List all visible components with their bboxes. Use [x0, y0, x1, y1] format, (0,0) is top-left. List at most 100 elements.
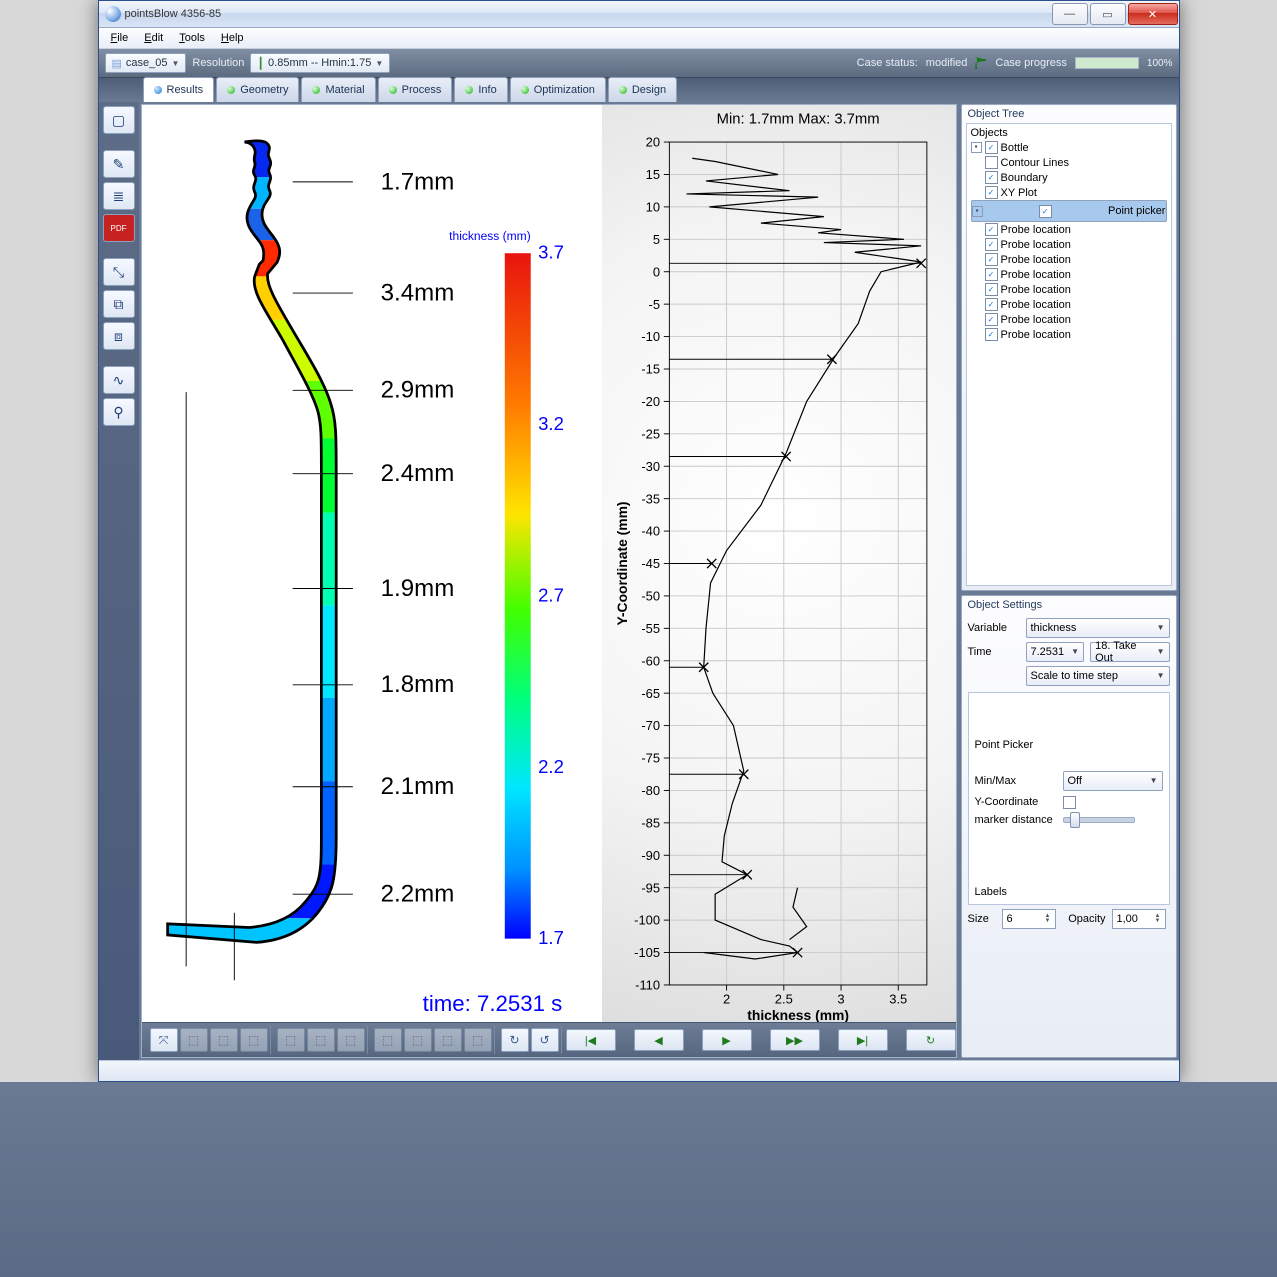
pdf-icon[interactable]: PDF [103, 214, 135, 242]
tree-checkbox[interactable]: ✓ [985, 253, 998, 266]
tree-checkbox[interactable]: ✓ [985, 268, 998, 281]
play-button[interactable]: ▶ [702, 1029, 752, 1051]
svg-text:-90: -90 [642, 848, 661, 863]
ctrl-button[interactable]: ↺ [531, 1028, 559, 1052]
case-status-value: modified [926, 57, 968, 69]
play-button[interactable]: ◀ [634, 1029, 684, 1051]
tab-design[interactable]: Design [608, 77, 677, 102]
svg-text:2.1mm: 2.1mm [380, 773, 454, 800]
tab-results[interactable]: Results [143, 77, 215, 102]
ctrl-button[interactable]: ⬚ [337, 1028, 365, 1052]
play-button[interactable]: |◀ [566, 1029, 616, 1051]
ctrl-button[interactable]: ⬚ [277, 1028, 305, 1052]
menu-help[interactable]: Help [213, 30, 252, 46]
tree-label: Probe location [1001, 314, 1071, 326]
tree-checkbox[interactable]: ✓ [985, 328, 998, 341]
size-spinner[interactable]: 6▲▼ [1002, 909, 1056, 929]
pencil-icon[interactable]: ✎ [103, 150, 135, 178]
ctrl-button[interactable]: ⬚ [464, 1028, 492, 1052]
svg-text:10: 10 [646, 200, 660, 215]
ctrl-button[interactable]: ⬚ [210, 1028, 238, 1052]
svg-text:2.2mm: 2.2mm [380, 881, 454, 908]
svg-text:1.7: 1.7 [538, 927, 564, 948]
ctrl-button[interactable]: ⬚ [307, 1028, 335, 1052]
time-label: Time [968, 646, 1020, 658]
minimize-button[interactable]: — [1052, 3, 1088, 25]
close-button[interactable]: ✕ [1128, 3, 1178, 25]
tree-label: Contour Lines [1001, 157, 1070, 169]
camera-alt-icon[interactable]: ⧈ [103, 322, 135, 350]
expand-icon[interactable]: ▪ [971, 142, 982, 153]
object-tree[interactable]: Objects▪✓Bottle Contour Lines✓Boundary✓XY… [966, 123, 1172, 586]
tree-node[interactable]: ✓Probe location [971, 312, 1167, 327]
ctrl-button[interactable]: ⬚ [374, 1028, 402, 1052]
tree-node[interactable]: ✓Probe location [971, 327, 1167, 342]
tree-checkbox[interactable]: ✓ [985, 298, 998, 311]
ctrl-button[interactable]: ⬚ [434, 1028, 462, 1052]
xy-plot-view[interactable]: Min: 1.7mm Max: 3.7mm20151050-5-10-15-20… [602, 105, 955, 1022]
menu-file[interactable]: File [103, 30, 137, 46]
play-button[interactable]: ▶| [838, 1029, 888, 1051]
tree-node[interactable]: ▪✓Bottle [971, 140, 1167, 155]
tree-checkbox[interactable]: ✓ [985, 171, 998, 184]
tree-node[interactable]: ✓Boundary [971, 170, 1167, 185]
tree-node[interactable]: ✓Probe location [971, 282, 1167, 297]
play-button[interactable]: ▶▶ [770, 1029, 820, 1051]
ctrl-button[interactable]: ↻ [501, 1028, 529, 1052]
axes-icon[interactable]: ⤡ [103, 258, 135, 286]
cube-icon[interactable]: ▢ [103, 106, 135, 134]
tree-checkbox[interactable]: ✓ [985, 283, 998, 296]
scale-select[interactable]: Scale to time step▼ [1026, 666, 1170, 686]
tab-process[interactable]: Process [378, 77, 453, 102]
tree-node[interactable]: ✓Probe location [971, 267, 1167, 282]
ctrl-button[interactable]: ⬚ [404, 1028, 432, 1052]
svg-text:15: 15 [646, 167, 660, 182]
tree-node[interactable]: ✓Probe location [971, 237, 1167, 252]
menu-edit[interactable]: Edit [136, 30, 171, 46]
tree-root[interactable]: Objects [971, 126, 1167, 140]
tree-node[interactable]: ▪ ✓ Point picker [971, 200, 1167, 222]
ctrl-button[interactable]: ⬚ [180, 1028, 208, 1052]
tree-checkbox[interactable]: ✓ [985, 223, 998, 236]
variable-select[interactable]: thickness▼ [1026, 618, 1170, 638]
tree-checkbox[interactable]: ✓ [985, 141, 998, 154]
tree-node[interactable]: ✓XY Plot [971, 185, 1167, 200]
play-button[interactable]: ↻ [906, 1029, 956, 1051]
camera-icon[interactable]: ⧉ [103, 290, 135, 318]
maximize-button[interactable]: ▭ [1090, 3, 1126, 25]
ycoord-checkbox[interactable] [1063, 796, 1076, 809]
tab-geometry[interactable]: Geometry [216, 77, 299, 102]
marker-distance-slider[interactable] [1063, 817, 1135, 823]
tab-info[interactable]: Info [454, 77, 507, 102]
tab-optimization[interactable]: Optimization [510, 77, 606, 102]
tree-node[interactable]: ✓Probe location [971, 222, 1167, 237]
resolution-selector[interactable]: ┃0.85mm -- Hmin:1.75▼ [250, 53, 390, 73]
tree-checkbox[interactable]: ✓ [985, 313, 998, 326]
bottle-view[interactable]: 1.7mm3.4mm2.9mm2.4mm1.9mm1.8mm2.1mm2.2mm… [142, 105, 603, 1022]
titlebar[interactable]: pointsBlow 4356-85 — ▭ ✕ [99, 1, 1179, 28]
tree-checkbox[interactable]: ✓ [1039, 205, 1052, 218]
timestep-select[interactable]: 18. Take Out▼ [1090, 642, 1169, 662]
list-icon[interactable]: ≣ [103, 182, 135, 210]
opacity-spinner[interactable]: 1,00▲▼ [1112, 909, 1166, 929]
tree-node[interactable]: Contour Lines [971, 155, 1167, 170]
curve-icon[interactable]: ∿ [103, 366, 135, 394]
minmax-select[interactable]: Off▼ [1063, 771, 1163, 791]
menu-tools[interactable]: Tools [171, 30, 213, 46]
probe-icon[interactable]: ⚲ [103, 398, 135, 426]
tree-checkbox[interactable]: ✓ [985, 186, 998, 199]
tab-material[interactable]: Material [301, 77, 375, 102]
marker-distance-label: marker distance [975, 814, 1057, 826]
tree-node[interactable]: ✓Probe location [971, 252, 1167, 267]
tree-checkbox[interactable]: ✓ [985, 238, 998, 251]
tree-checkbox[interactable] [985, 156, 998, 169]
case-selector[interactable]: ▤case_05▼ [105, 53, 187, 73]
time-select[interactable]: 7.2531▼ [1026, 642, 1085, 662]
object-tree-header: Object Tree [962, 105, 1176, 123]
ctrl-button[interactable]: ⤧ [150, 1028, 178, 1052]
tree-node[interactable]: ✓Probe location [971, 297, 1167, 312]
ctrl-button[interactable]: ⬚ [240, 1028, 268, 1052]
expand-icon[interactable]: ▪ [972, 206, 983, 217]
tree-label: Point picker [1108, 205, 1165, 217]
svg-text:thickness (mm): thickness (mm) [747, 1007, 849, 1022]
